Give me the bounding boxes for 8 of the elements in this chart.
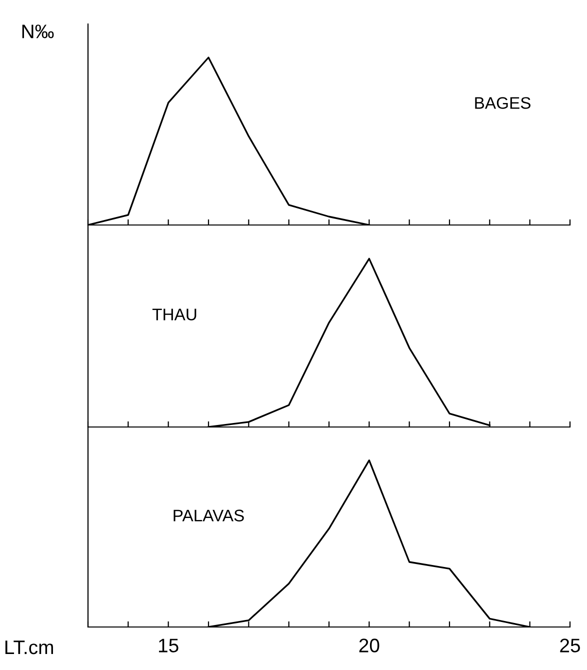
x-tick-label: 15 bbox=[159, 638, 178, 652]
text: BAGES bbox=[475, 97, 530, 109]
x-tick-label: 20 bbox=[359, 638, 380, 652]
text: PALAVAS bbox=[174, 510, 244, 522]
text: THAU bbox=[152, 308, 196, 320]
x-axis-title: LT.cm bbox=[5, 640, 53, 654]
y-axis-title: N‰ bbox=[22, 24, 54, 38]
x-tick-label: 25 bbox=[560, 638, 580, 652]
